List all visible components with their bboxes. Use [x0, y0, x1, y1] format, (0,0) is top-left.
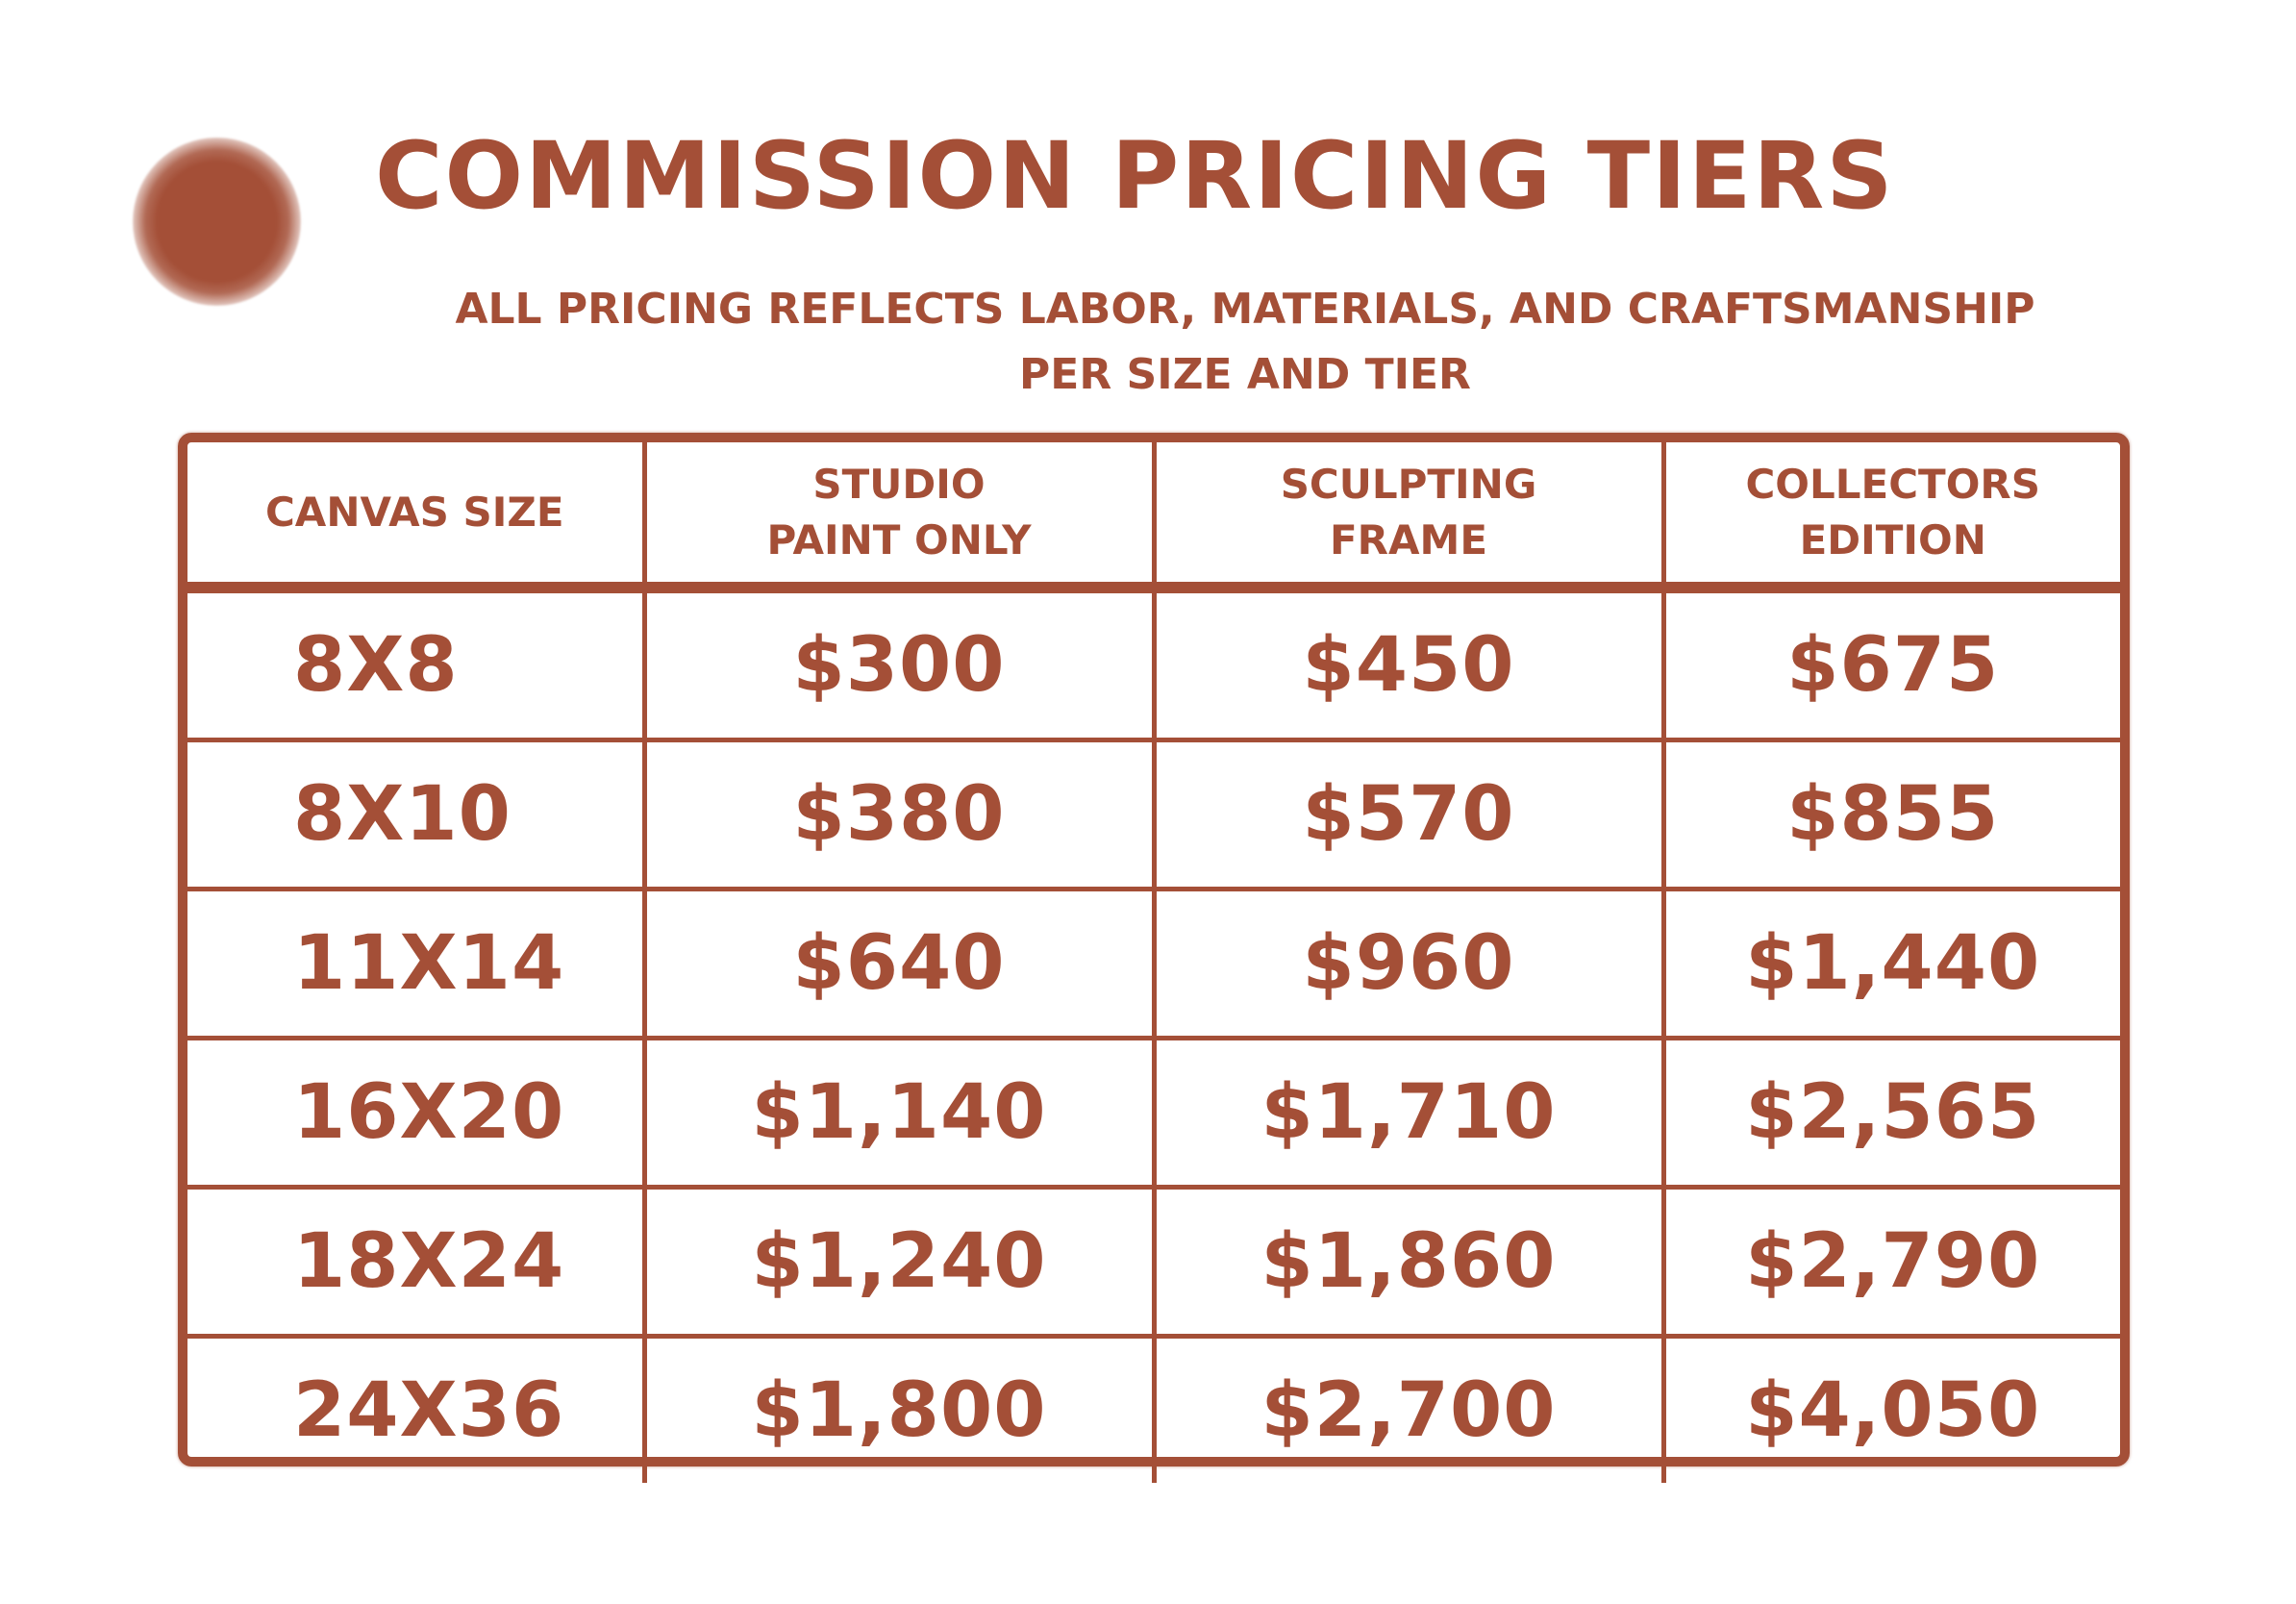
page-title: COMMISSION PRICING TIERS [375, 122, 1895, 230]
cell-collectors-price: $855 [1660, 738, 2120, 891]
cell-studio-price: $640 [641, 887, 1157, 1040]
cell-studio-price: $1,800 [641, 1334, 1157, 1483]
cell-collectors-price: $675 [1660, 585, 2120, 742]
pricing-table: CANVAS SIZE STUDIO PAINT ONLY SCULPTING … [187, 442, 2120, 1483]
cell-sculpting-price: $1,860 [1151, 1185, 1666, 1339]
cell-collectors-price: $2,565 [1660, 1036, 2120, 1190]
header-studio-paint-only: STUDIO PAINT ONLY [641, 442, 1157, 593]
header-collectors-edition: COLLECTORS EDITION [1660, 442, 2120, 593]
header-sculpting-frame: SCULPTING FRAME [1151, 442, 1666, 593]
subtitle-line-1: ALL PRICING REFLECTS LABOR, MATERIALS, A… [455, 285, 2035, 334]
cell-canvas-size: 8X10 [187, 738, 647, 891]
table-row: 16X20 $1,140 $1,710 $2,565 [187, 1036, 2120, 1190]
cell-sculpting-price: $450 [1151, 585, 1666, 742]
cell-canvas-size: 8X8 [187, 585, 647, 742]
table-row: 8X10 $380 $570 $855 [187, 738, 2120, 891]
cell-sculpting-price: $960 [1151, 887, 1666, 1040]
cell-studio-price: $380 [641, 738, 1157, 891]
cell-studio-price: $300 [641, 585, 1157, 742]
table-header-row: CANVAS SIZE STUDIO PAINT ONLY SCULPTING … [187, 442, 2120, 593]
pricing-table-frame: CANVAS SIZE STUDIO PAINT ONLY SCULPTING … [178, 433, 2130, 1483]
cell-collectors-price: $1,440 [1660, 887, 2120, 1040]
cell-canvas-size: 16X20 [187, 1036, 647, 1190]
header-canvas-size: CANVAS SIZE [187, 442, 647, 593]
table-row: 8X8 $300 $450 $675 [187, 585, 2120, 742]
cell-collectors-price: $2,790 [1660, 1185, 2120, 1339]
cell-sculpting-price: $570 [1151, 738, 1666, 891]
cell-studio-price: $1,240 [641, 1185, 1157, 1339]
cell-sculpting-price: $2,700 [1151, 1334, 1666, 1483]
decorative-dot [133, 138, 301, 306]
cell-sculpting-price: $1,710 [1151, 1036, 1666, 1190]
table-row: 24X36 $1,800 $2,700 $4,050 [187, 1334, 2120, 1483]
table-row: 11X14 $640 $960 $1,440 [187, 887, 2120, 1040]
cell-canvas-size: 18X24 [187, 1185, 647, 1339]
cell-studio-price: $1,140 [641, 1036, 1157, 1190]
subtitle-line-2: PER SIZE AND TIER [1019, 350, 1471, 399]
page-subtitle: ALL PRICING REFLECTS LABOR, MATERIALS, A… [332, 277, 2159, 408]
table-row: 18X24 $1,240 $1,860 $2,790 [187, 1185, 2120, 1339]
cell-canvas-size: 24X36 [187, 1334, 647, 1483]
cell-canvas-size: 11X14 [187, 887, 647, 1040]
cell-collectors-price: $4,050 [1660, 1334, 2120, 1483]
